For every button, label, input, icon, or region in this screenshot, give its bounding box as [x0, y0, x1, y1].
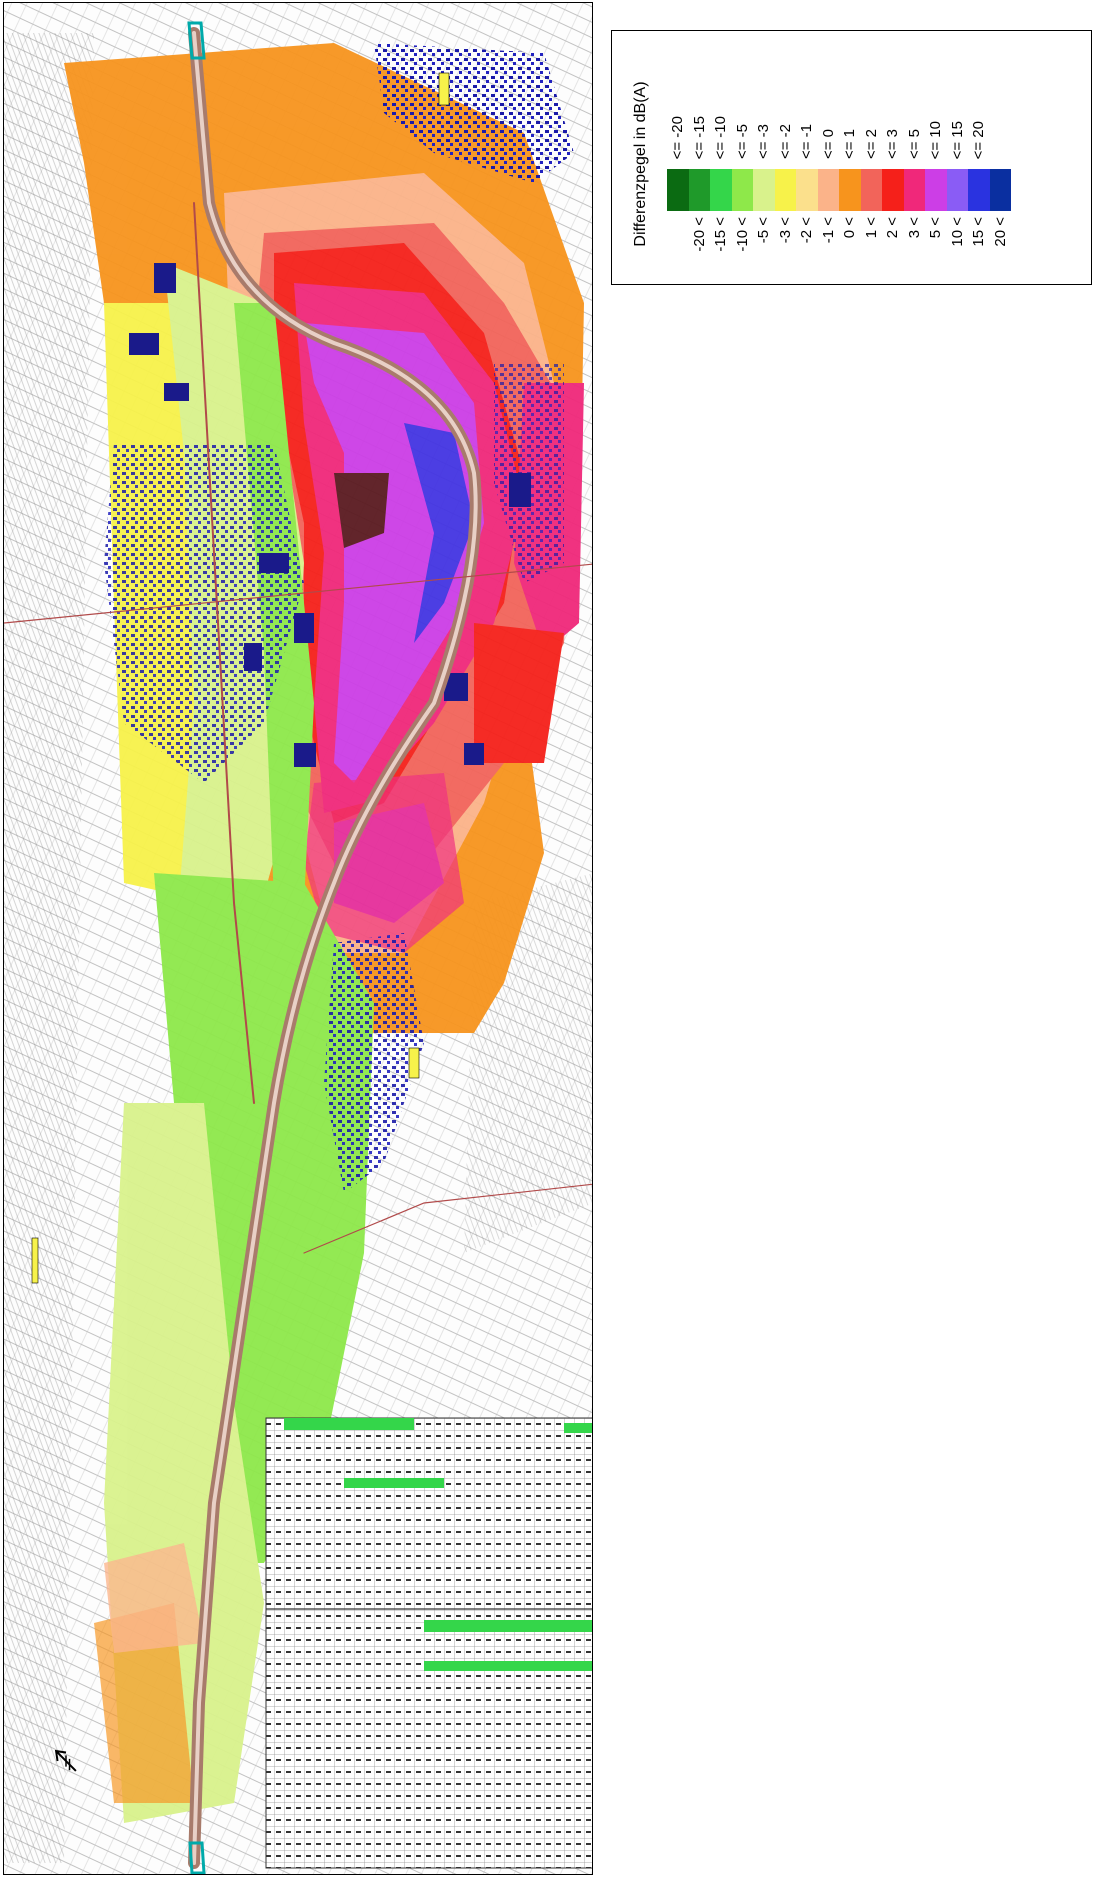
zone-right-red: [474, 623, 564, 763]
road-east: [303, 1183, 592, 1254]
settlement-south: [324, 933, 424, 1193]
settlement-west: [104, 443, 304, 783]
legend-swatch: [860, 169, 882, 211]
legend-lower-label: -20 <: [690, 217, 708, 252]
existing-line: [193, 202, 255, 1104]
legend-upper-label: <= 5: [905, 128, 923, 159]
legend-lower-label: 3 <: [905, 217, 923, 239]
legend-swatch: [817, 169, 839, 211]
legend-swatch: [839, 169, 861, 211]
railway-track-inner: [192, 31, 478, 1865]
tunnel-portal-south: [188, 1841, 206, 1874]
legend-lower-label: 1 <: [862, 217, 880, 239]
zone-salmon-bottom: [104, 1543, 204, 1653]
zone-orange-bottom: [94, 1603, 194, 1803]
legend-lower-label: -3 <: [776, 217, 794, 244]
settlement-northeast: [374, 43, 574, 183]
tunnel-portal-north: [187, 21, 206, 60]
legend-upper-label: <= -1: [798, 123, 815, 159]
legend-upper-label: <= 2: [862, 128, 880, 159]
result-table-highlight: [344, 1478, 444, 1488]
map-label-box: [31, 1237, 39, 1284]
map-label-box: [438, 72, 450, 106]
result-table-highlight: [564, 1423, 592, 1433]
legend-upper-label: <= -5: [733, 123, 751, 159]
base-map-dense-left: [4, 33, 94, 1863]
legend-swatch: [774, 169, 796, 211]
map-label-box: [408, 1047, 420, 1079]
result-table-highlight: [284, 1418, 414, 1430]
zone-pink-lower: [304, 773, 464, 953]
zone-blue: [404, 423, 474, 643]
legend-lower-label: 10 <: [948, 217, 966, 247]
north-arrow-icon: [54, 1749, 77, 1772]
result-table-body: [265, 1417, 592, 1869]
legend-swatch: [968, 169, 990, 211]
legend-swatch: [710, 169, 732, 211]
legend-swatch: [946, 169, 968, 211]
result-table-highlight: [424, 1661, 592, 1671]
legend-upper-label: <= 10: [927, 120, 944, 159]
legend-lower-label: -5 <: [755, 217, 772, 244]
legend-lower-label: 15 <: [970, 217, 987, 247]
legend-title: Differenzpegel in dB(A): [632, 81, 649, 247]
legend-upper-label: <= 20: [970, 120, 987, 159]
legend-lower-label: -2 <: [798, 217, 815, 244]
legend-upper-label: <= -3: [755, 123, 772, 159]
legend-lower-label: 5 <: [927, 217, 944, 239]
legend-lower-label: 0 <: [841, 217, 858, 239]
legend-swatch: [667, 169, 689, 211]
legend-swatch: [731, 169, 753, 211]
buildings: [104, 43, 574, 1193]
legend-upper-label: <= -2: [776, 123, 794, 159]
legend-upper-label: <= 1: [841, 128, 858, 159]
zone-dark: [334, 473, 389, 548]
legend-upper-label: <= -15: [690, 115, 708, 159]
legend-upper-label: <= 15: [948, 120, 966, 159]
result-table: [265, 1417, 592, 1869]
legend-swatch: [796, 169, 818, 211]
legend-swatches: [667, 169, 1011, 211]
legend-swatch: [903, 169, 925, 211]
railway-line: [4, 21, 592, 1874]
noise-difference-map[interactable]: [4, 3, 593, 1875]
legend-upper-label: <= 0: [819, 128, 837, 159]
map-frame[interactable]: [3, 2, 593, 1875]
legend-lower-label: -1 <: [819, 217, 837, 244]
legend-swatch: [753, 169, 775, 211]
result-table-highlight: [424, 1620, 592, 1632]
road-west: [4, 563, 592, 624]
legend-swatch: [688, 169, 710, 211]
legend-upper-label: <= -10: [712, 115, 729, 159]
legend-swatch: [925, 169, 947, 211]
legend-upper-label: <= -20: [669, 115, 686, 159]
legend-lower-label: 20 <: [991, 217, 1009, 247]
legend-lower-label: -15 <: [712, 217, 729, 252]
legend-upper-label: <= 3: [884, 128, 901, 159]
zone-green-lower: [154, 873, 374, 1563]
legend-swatch: [989, 169, 1011, 211]
legend: Differenzpegel in dB(A) <= -20 <= -15 -20 …: [611, 30, 1092, 285]
legend-swatch: [882, 169, 904, 211]
legend-lower-label: -10 <: [733, 217, 751, 252]
legend-lower-label: 2 <: [884, 217, 901, 239]
